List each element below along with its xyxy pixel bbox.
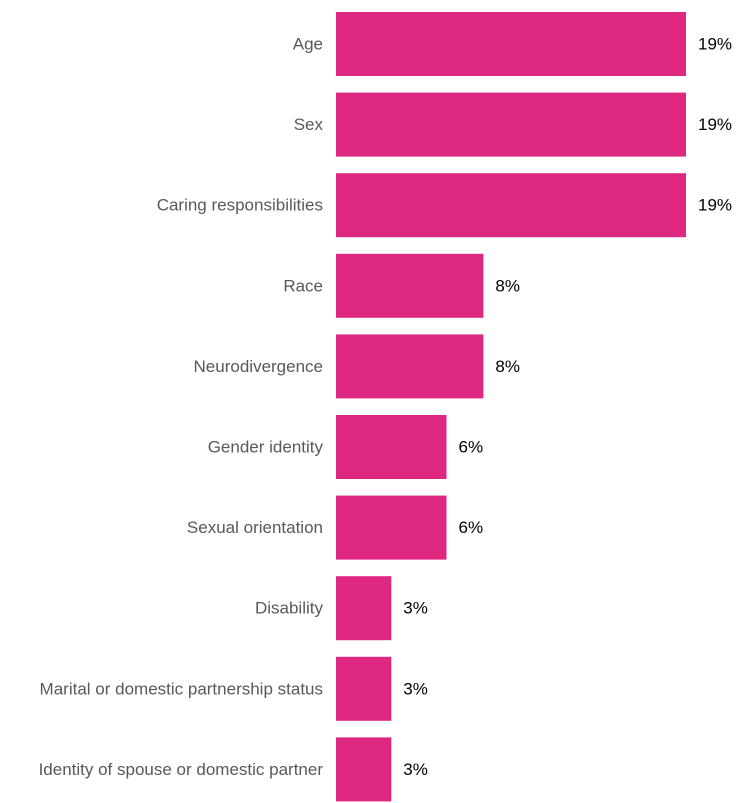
category-label-2: Caring responsibilities: [157, 196, 323, 215]
value-label-1: 19%: [698, 115, 732, 134]
category-label-1: Sex: [294, 115, 324, 134]
bar-2: [336, 173, 686, 238]
category-label-6: Sexual orientation: [187, 518, 323, 537]
category-label-9: Identity of spouse or domestic partner: [39, 760, 324, 779]
bar-4: [336, 334, 484, 399]
bar-6: [336, 495, 447, 560]
value-label-7: 3%: [403, 599, 428, 618]
bar-5: [336, 415, 447, 479]
bar-3: [336, 253, 484, 318]
value-label-6: 6%: [459, 518, 484, 537]
value-label-2: 19%: [698, 196, 732, 215]
category-label-7: Disability: [255, 599, 324, 618]
bar-7: [336, 576, 392, 641]
category-label-0: Age: [293, 35, 323, 54]
bar-8: [336, 656, 392, 721]
bar-0: [336, 12, 686, 76]
category-label-8: Marital or domestic partnership status: [40, 679, 323, 698]
value-label-8: 3%: [403, 679, 428, 698]
category-label-3: Race: [283, 276, 323, 295]
value-label-4: 8%: [495, 357, 520, 376]
category-label-5: Gender identity: [208, 438, 324, 457]
value-label-3: 8%: [495, 276, 520, 295]
value-label-9: 3%: [403, 760, 428, 779]
bar-9: [336, 737, 392, 802]
bars-layer: [336, 12, 686, 802]
bar-1: [336, 92, 686, 157]
value-label-0: 19%: [698, 35, 732, 54]
category-label-4: Neurodivergence: [194, 357, 323, 376]
category-labels: Age Sex Caring responsibilities Race Neurodi…: [39, 35, 324, 779]
value-labels: 19% 19% 19% 8% 8% 6% 6% 3% 3% 3%: [403, 35, 732, 779]
value-label-5: 6%: [459, 438, 484, 457]
